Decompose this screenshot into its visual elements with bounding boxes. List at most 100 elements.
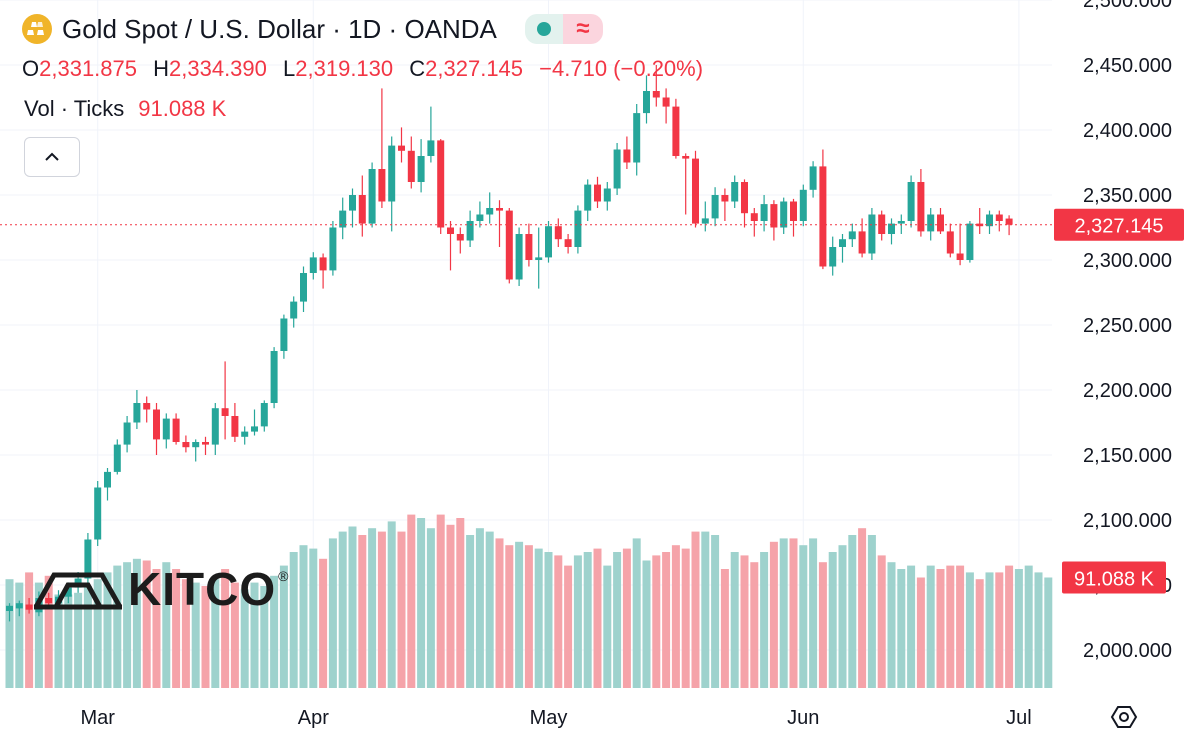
volume-bar: [201, 586, 210, 688]
volume-bar: [926, 565, 935, 688]
time-axis[interactable]: Mar Apr May Jun Jul: [80, 707, 1031, 729]
volume-bar: [642, 560, 651, 688]
status-pill[interactable]: ≈: [524, 14, 603, 44]
candle-body: [417, 156, 425, 182]
volume-bar: [289, 552, 298, 688]
candle-body: [221, 408, 229, 416]
candle-body: [692, 158, 699, 224]
open-key: O: [22, 56, 40, 81]
volume-bar: [740, 555, 749, 688]
candle-body: [447, 227, 454, 234]
candle-body: [819, 166, 827, 267]
candle-body: [104, 471, 111, 488]
candle-body: [995, 214, 1003, 221]
volume-bar: [760, 552, 769, 688]
volume-bar: [348, 526, 357, 688]
volume-bar: [681, 548, 690, 688]
candle-body: [378, 169, 386, 202]
collapse-legend-button[interactable]: [24, 137, 80, 177]
volume-bar: [965, 572, 974, 688]
wave-icon[interactable]: ≈: [562, 14, 603, 44]
candle-body: [525, 234, 533, 260]
volume-bar: [809, 538, 818, 688]
volume-bar: [152, 569, 161, 688]
candle-body: [868, 214, 876, 254]
volume-bar: [230, 582, 239, 688]
volume-bar: [162, 562, 171, 688]
settings-icon[interactable]: [1110, 704, 1138, 730]
volume-bar: [877, 555, 886, 688]
volume-bar: [407, 514, 416, 688]
candle-body: [976, 223, 984, 227]
volume-bar: [515, 541, 524, 688]
volume-bar: [603, 565, 612, 688]
candle-body: [897, 221, 905, 224]
kitco-text: KITCO: [128, 563, 277, 615]
low-key: L: [283, 56, 296, 81]
volume-bar: [397, 531, 406, 688]
candle-body: [711, 195, 719, 219]
candle-body: [946, 231, 954, 254]
volume-bar: [417, 518, 426, 688]
volume-bar: [789, 538, 798, 688]
candle-body: [388, 145, 396, 202]
candle-body: [858, 231, 866, 254]
volume-bar: [613, 552, 622, 688]
last-price-label: 2,327.145: [1054, 208, 1184, 241]
volume-bar: [711, 535, 720, 688]
volume-bar: [916, 577, 925, 688]
candle-body: [564, 239, 572, 247]
candle-body: [721, 195, 729, 202]
gold-bars-icon: [22, 14, 52, 44]
volume-bar: [848, 535, 857, 688]
volume-bar: [240, 589, 249, 688]
volume-bar: [838, 545, 847, 688]
price-tick-label: 2,300.000: [1083, 250, 1172, 272]
volume-legend: Vol · Ticks 91.088 K: [24, 96, 226, 122]
candle-body: [84, 539, 92, 579]
candle-body: [594, 184, 601, 202]
candle-body: [780, 201, 788, 228]
symbol-header: Gold Spot / U.S. Dollar · 1D · OANDA ≈: [22, 12, 603, 46]
volume-bar: [828, 552, 837, 688]
price-tick-label: 2,100.000: [1083, 510, 1172, 532]
chevron-up-icon: [45, 152, 59, 161]
volume-bar: [93, 579, 102, 688]
symbol-title[interactable]: Gold Spot / U.S. Dollar · 1D · OANDA: [62, 13, 497, 44]
candle-body: [466, 221, 474, 241]
candle-body: [182, 442, 190, 448]
candle-body: [192, 442, 200, 448]
volume-bar: [701, 531, 710, 688]
volume-bar: [1034, 572, 1043, 688]
candle-body: [260, 403, 268, 427]
close-value: 2,327.145: [425, 56, 524, 81]
registered-mark: ®: [278, 568, 289, 584]
change-value: −4.710 (−0.20%): [539, 56, 704, 81]
candle-body: [966, 223, 974, 260]
volume-bar: [662, 552, 671, 688]
time-tick-label: Jun: [787, 707, 819, 729]
volume-bar: [769, 541, 778, 688]
candle-body: [986, 214, 993, 227]
candle-body: [280, 318, 288, 351]
candlesticks: [6, 65, 1013, 622]
last-volume-text: 91.088 K: [1074, 569, 1155, 591]
price-tick-label: 2,400.000: [1083, 120, 1172, 142]
last-price-text: 2,327.145: [1075, 216, 1164, 238]
indicator-dot-icon[interactable]: [524, 14, 563, 44]
high-key: H: [153, 56, 170, 81]
candle-body: [682, 156, 690, 159]
candle-body: [368, 169, 376, 224]
volume-bar: [15, 582, 24, 688]
volume-bar: [534, 548, 543, 688]
volume-bar: [671, 545, 680, 688]
volume-bar: [270, 575, 279, 688]
price-tick-label: 2,350.000: [1083, 185, 1172, 207]
volume-bar: [436, 514, 445, 688]
volume-bar: [691, 531, 700, 688]
volume-bar: [466, 535, 475, 688]
candle-body: [162, 418, 170, 440]
candle-body: [94, 487, 102, 540]
volume-bar: [887, 562, 896, 688]
